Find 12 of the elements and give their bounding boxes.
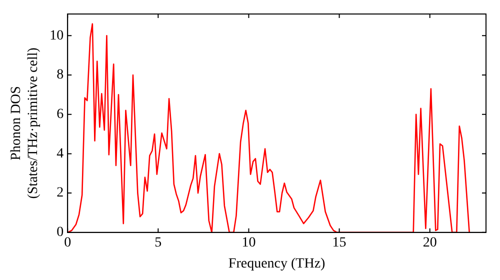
x-tick-label: 5 [154, 235, 162, 250]
y-tick-label: 2 [56, 186, 64, 201]
y-tick-label: 8 [56, 68, 64, 83]
x-tick-label: 15 [332, 235, 346, 250]
y-tick-label: 6 [56, 107, 64, 122]
x-tick-label: 20 [422, 235, 437, 250]
y-tick-label: 0 [56, 225, 64, 240]
x-tick-label: 10 [242, 235, 256, 250]
y-tick-label: 4 [56, 146, 64, 162]
y-axis-title: Phonon DOS (States/THz·primitive cell) [9, 47, 41, 199]
x-axis-title: Frequency (THz) [228, 256, 326, 272]
y-tick-label: 10 [50, 28, 64, 44]
